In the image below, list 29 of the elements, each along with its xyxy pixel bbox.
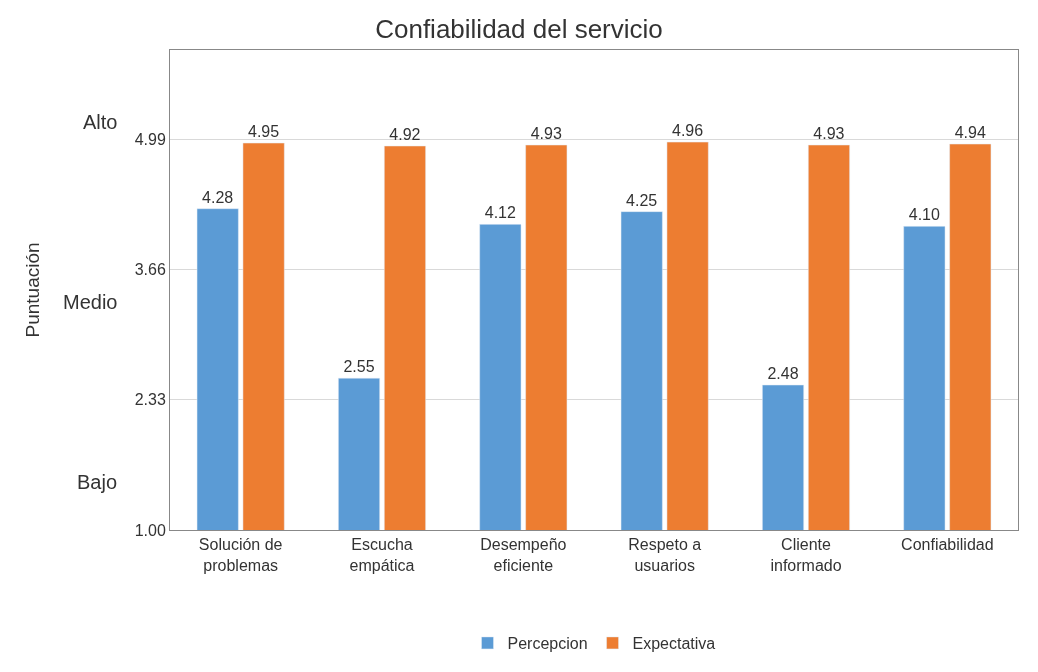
legend-label: Percepcion bbox=[507, 635, 588, 653]
data-label: 2.48 bbox=[767, 365, 799, 383]
data-label: 4.12 bbox=[484, 204, 516, 222]
data-label: 4.95 bbox=[248, 123, 280, 141]
x-tick-label: Cliente informado bbox=[770, 536, 842, 574]
data-label: 4.94 bbox=[954, 124, 986, 142]
x-tick-label: Desempeño eficiente bbox=[480, 536, 567, 574]
legend-label: Expectativa bbox=[632, 635, 716, 653]
chart-title: Confiabilidad del servicio bbox=[375, 14, 663, 45]
x-tick-label: Escucha empática bbox=[349, 536, 415, 574]
y-tick-label: 2.33 bbox=[134, 391, 166, 409]
data-label: 2.55 bbox=[343, 358, 375, 376]
x-tick-label: Respeto a usuarios bbox=[628, 536, 702, 574]
y-tick-label: 1.00 bbox=[134, 521, 166, 539]
data-label: 4.28 bbox=[202, 188, 234, 206]
data-label: 4.93 bbox=[530, 125, 562, 143]
y-axis-title: Puntuación bbox=[21, 242, 43, 338]
data-label: 4.10 bbox=[908, 206, 940, 224]
data-label: 4.25 bbox=[626, 191, 658, 209]
data-label: 4.92 bbox=[389, 126, 421, 143]
x-tick-label: Solución de problemas bbox=[198, 536, 283, 574]
text: Bajo bbox=[77, 471, 118, 493]
text: Medio bbox=[63, 291, 118, 313]
data-label: 4.96 bbox=[672, 122, 704, 140]
text: Alto bbox=[83, 111, 118, 133]
x-tick-label: Confiabilidad bbox=[901, 536, 994, 554]
y-tick-label: 4.99 bbox=[134, 130, 166, 148]
data-label: 4.93 bbox=[813, 125, 845, 143]
y-tick-label: 3.66 bbox=[134, 261, 166, 279]
